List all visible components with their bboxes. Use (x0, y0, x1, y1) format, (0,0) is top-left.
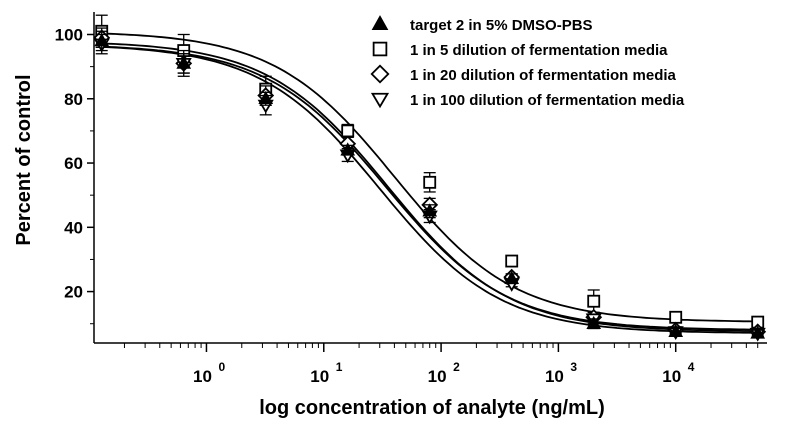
x-tick-exponent: 2 (453, 360, 460, 374)
x-axis-label: log concentration of analyte (ng/mL) (259, 397, 605, 419)
fit-curve-series-1 (101, 42, 758, 332)
series-1-points (94, 30, 766, 339)
legend-label-4: 1 in 100 dilution of fermentation media (410, 92, 685, 109)
data-points (93, 14, 767, 342)
y-tick-label: 100 (55, 25, 83, 44)
legend-marker-2 (372, 41, 388, 57)
legend: target 2 in 5% DMSO-PBS 1 in 5 dilution o… (370, 15, 685, 109)
fit-curve-series-4 (101, 46, 758, 334)
x-tick-exponent: 4 (688, 360, 695, 374)
x-tick-label: 10 (428, 367, 447, 386)
x-tick-exponent: 3 (570, 360, 577, 374)
data-point (176, 55, 192, 69)
y-axis-label: Percent of control (13, 74, 35, 245)
data-point (586, 315, 602, 329)
data-point (422, 203, 438, 217)
data-point (340, 142, 356, 156)
x-tick-label: 10 (310, 367, 329, 386)
legend-marker-1 (371, 15, 389, 31)
x-tick-exponent: 1 (336, 360, 343, 374)
legend-label-3: 1 in 20 dilution of fermentation media (410, 67, 677, 84)
data-point (668, 323, 684, 338)
x-tick-label: 10 (545, 367, 564, 386)
x-tick-label: 10 (193, 367, 212, 386)
y-tick-label: 60 (64, 154, 83, 173)
y-tick-label: 40 (64, 218, 83, 237)
data-point (750, 325, 766, 339)
data-point (423, 175, 437, 189)
y-tick-label: 80 (64, 90, 83, 109)
data-point (505, 254, 519, 268)
data-point (504, 270, 520, 285)
data-point (669, 310, 683, 324)
legend-marker-4 (370, 92, 390, 109)
x-tick-exponent: 0 (218, 360, 225, 374)
legend-label-2: 1 in 5 dilution of fermentation media (410, 42, 668, 59)
data-point (341, 124, 355, 138)
data-point (94, 33, 110, 47)
x-tick-label: 10 (662, 367, 681, 386)
legend-marker-3 (370, 64, 390, 84)
data-point (258, 90, 274, 105)
fit-curve-series-3 (101, 45, 758, 331)
legend-label-1: target 2 in 5% DMSO-PBS (410, 17, 593, 34)
y-tick-label: 20 (64, 283, 83, 302)
series-2-points (95, 14, 765, 329)
data-point (587, 294, 601, 308)
